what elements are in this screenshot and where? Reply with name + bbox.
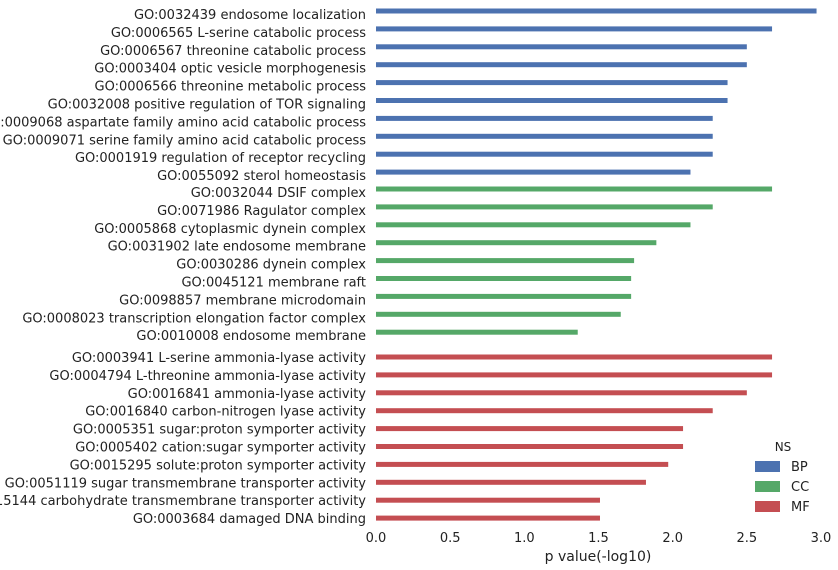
bar	[376, 293, 632, 299]
y-tick-label: GO:0055092 sterol homeostasis	[157, 169, 366, 184]
x-tick-label: 0.0	[366, 531, 387, 546]
x-axis-label: p value(-log10)	[545, 549, 652, 565]
y-tick-label: GO:0005351 sugar:proton symporter activi…	[73, 423, 366, 438]
bar	[376, 151, 713, 157]
bar	[376, 133, 713, 139]
y-tick-label: GO:0016841 ammonia-lyase activity	[128, 387, 367, 402]
legend-title: NS	[775, 440, 792, 454]
legend-entries: BP CC MF	[755, 460, 810, 515]
bar	[376, 497, 600, 503]
y-tick-label: GO:0003404 optic vesicle morphogenesis	[94, 62, 366, 77]
legend-swatch	[755, 481, 780, 492]
y-tick-label: GO:0006566 threonine metabolic process	[95, 80, 367, 95]
bar	[376, 26, 773, 32]
y-tick-label: GO:0010008 endosome membrane	[136, 329, 366, 344]
bar	[376, 98, 728, 103]
y-tick-label: GO:0045121 membrane raft	[181, 276, 366, 291]
x-tick-label: 0.5	[440, 531, 461, 546]
bar	[376, 444, 684, 449]
y-tick-label: GO:0015144 carbohydrate transmembrane tr…	[0, 494, 366, 509]
x-tick-label: 3.0	[811, 531, 832, 546]
bar	[376, 461, 669, 467]
bar	[376, 222, 691, 228]
y-tick-label: GO:0031902 late endosome membrane	[108, 240, 366, 255]
bar	[376, 169, 691, 175]
y-tick-label: GO:0071986 Ragulator complex	[157, 204, 366, 219]
y-tick-label: GO:0008023 transcription elongation fact…	[22, 311, 366, 326]
legend: NS BP CC MF	[755, 440, 810, 515]
bar	[376, 204, 713, 210]
y-tick-label: GO:0032008 positive regulation of TOR si…	[48, 98, 366, 113]
bar	[376, 44, 747, 50]
legend-label: MF	[791, 500, 810, 515]
y-tick-label: GO:0004794 L-threonine ammonia-lyase act…	[49, 369, 366, 384]
bar	[376, 311, 621, 317]
y-tick-label: GO:0051119 sugar transmembrane transport…	[5, 476, 367, 491]
bar	[376, 62, 747, 68]
y-tick-label: GO:0016840 carbon-nitrogen lyase activit…	[85, 405, 366, 420]
x-tick-label: 1.0	[514, 531, 535, 546]
bar	[376, 515, 600, 521]
bar-group	[376, 8, 817, 521]
bar	[376, 390, 747, 396]
bar	[376, 186, 773, 192]
legend-swatch	[755, 501, 780, 512]
bar	[376, 426, 684, 432]
y-tick-label: GO:0005402 cation:sugar symporter activi…	[75, 441, 366, 456]
x-tick-labels: 0.0 0.5 1.0 1.5 2.0 2.5 3.0	[366, 531, 832, 546]
y-tick-label: GO:0030286 dynein complex	[176, 258, 366, 273]
x-tick-label: 2.5	[736, 531, 757, 546]
y-tick-label: GO:0032044 DSIF complex	[191, 186, 367, 201]
y-tick-label: GO:0006567 threonine catabolic process	[100, 44, 366, 59]
bar	[376, 329, 578, 335]
y-tick-label: GO:0009068 aspartate family amino acid c…	[0, 115, 366, 130]
y-tick-label: GO:0001919 regulation of receptor recycl…	[75, 151, 366, 166]
y-tick-label: GO:0009071 serine family amino acid cata…	[3, 133, 367, 148]
bar	[376, 372, 773, 378]
x-tick-label: 1.5	[588, 531, 609, 546]
bar	[376, 8, 817, 14]
y-tick-label: GO:0098857 membrane microdomain	[119, 293, 366, 308]
y-tick-labels: GO:0032439 endosome localization GO:00065…	[0, 8, 366, 527]
x-tick-label: 2.0	[662, 531, 683, 546]
y-tick-label: GO:0006565 L-serine catabolic process	[111, 26, 366, 41]
bar	[376, 115, 713, 121]
bar	[376, 408, 713, 414]
y-tick-label: GO:0003684 damaged DNA binding	[133, 512, 366, 527]
y-tick-label: GO:0005868 cytoplasmic dynein complex	[94, 222, 366, 237]
bar	[376, 258, 635, 264]
legend-label: CC	[791, 480, 809, 495]
y-tick-label: GO:0003941 L-serine ammonia-lyase activi…	[72, 351, 366, 366]
legend-swatch	[755, 461, 780, 472]
bar	[376, 80, 728, 86]
y-tick-label: GO:0032439 endosome localization	[134, 8, 366, 23]
bar	[376, 276, 632, 281]
bar	[376, 354, 773, 360]
y-tick-label: GO:0015295 solute:proton symporter activ…	[70, 458, 367, 473]
bar	[376, 240, 657, 246]
legend-label: BP	[791, 460, 808, 475]
bar	[376, 479, 646, 485]
